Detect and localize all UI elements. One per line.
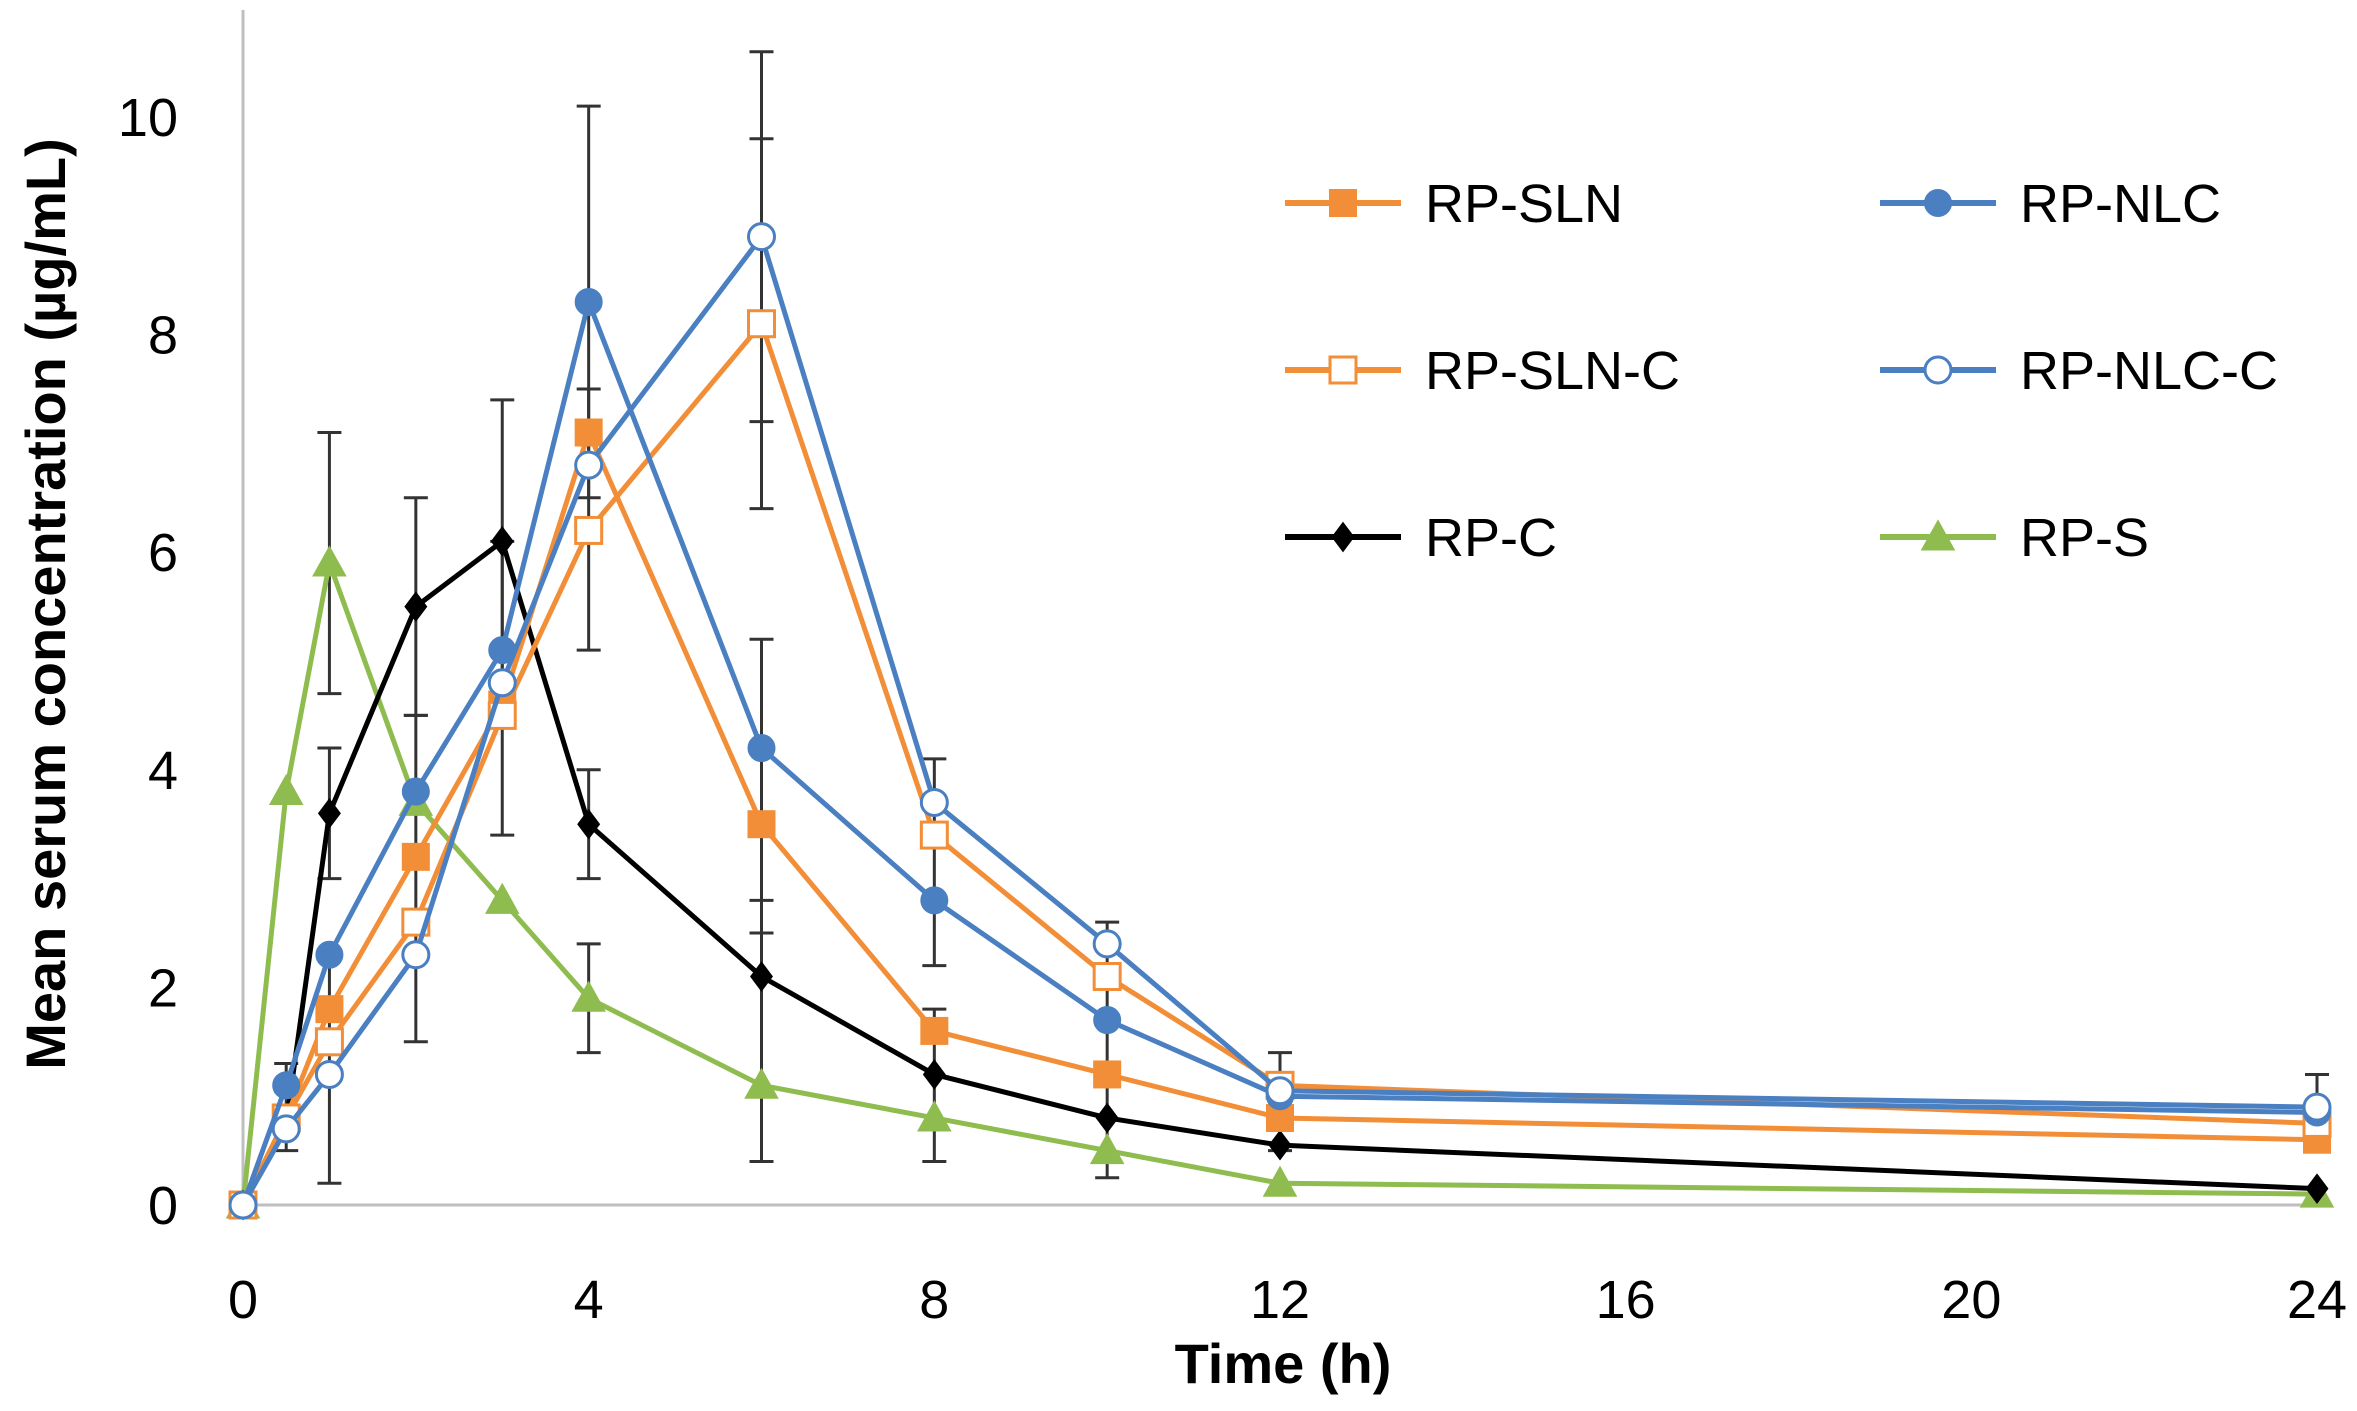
x-tick-label: 4 <box>574 1270 604 1330</box>
data-point-rp-sln <box>747 810 776 839</box>
legend-marker-rp-nlc-c <box>1923 355 1953 385</box>
data-point-rp-sln-c <box>314 1027 344 1057</box>
legend-item-rp-sln: RP-SLN <box>1285 174 1623 234</box>
data-point-rp-sln-c <box>747 309 776 339</box>
data-point-rp-s <box>744 1067 779 1099</box>
data-point-rp-nlc-c <box>574 450 604 480</box>
y-tick-label: 8 <box>148 306 178 366</box>
y-tick-label: 2 <box>148 958 178 1018</box>
data-point-rp-c <box>1268 1129 1292 1161</box>
data-point-rp-nlc-c <box>1265 1076 1295 1106</box>
data-point-rp-sln-c <box>1092 962 1122 992</box>
data-point-rp-nlc-c <box>314 1059 344 1089</box>
legend-marker-rp-nlc <box>1924 189 1952 217</box>
x-tick-label: 12 <box>1250 1270 1310 1330</box>
x-tick-label: 20 <box>1941 1270 2001 1330</box>
data-point-rp-s <box>1089 1132 1125 1165</box>
data-point-rp-nlc-c <box>747 222 776 252</box>
legend-label-rp-s: RP-S <box>2020 508 2149 568</box>
legend-marker-rp-sln <box>1329 189 1357 217</box>
data-point-rp-nlc <box>272 1071 301 1100</box>
data-point-rp-s <box>484 882 520 914</box>
data-point-rp-sln <box>1093 1060 1122 1089</box>
legend-item-rp-nlc-c: RP-NLC-C <box>1880 341 2278 401</box>
data-point-rp-s <box>571 980 606 1012</box>
data-point-rp-nlc <box>920 886 949 915</box>
y-tick-label: 4 <box>148 741 178 801</box>
y-axis-title: Mean serum concentration (µg/mL) <box>14 138 77 1070</box>
data-point-rp-nlc <box>574 287 603 316</box>
data-point-rp-nlc-c <box>487 668 517 698</box>
data-point-rp-nlc-c <box>919 787 949 817</box>
x-tick-label: 0 <box>228 1270 258 1330</box>
legend-label-rp-nlc-c: RP-NLC-C <box>2020 341 2278 401</box>
legend-item-rp-nlc: RP-NLC <box>1880 174 2221 234</box>
data-point-rp-c <box>404 591 428 622</box>
legend-marker-rp-c <box>1331 521 1355 553</box>
y-tick-label: 6 <box>148 523 178 583</box>
data-point-rp-sln-c <box>919 820 949 850</box>
data-point-rp-s <box>1262 1165 1298 1197</box>
y-tick-label: 10 <box>118 88 178 148</box>
legend-item-rp-c: RP-C <box>1285 508 1557 568</box>
series-rp-c <box>231 526 2329 1221</box>
data-point-rp-sln <box>401 842 430 871</box>
data-point-rp-c <box>577 808 601 840</box>
data-point-rp-c <box>922 1059 946 1090</box>
data-point-rp-nlc-c <box>1092 929 1122 959</box>
x-tick-label: 8 <box>919 1270 949 1330</box>
data-point-rp-s <box>268 773 304 806</box>
data-point-rp-sln-c <box>574 515 604 545</box>
y-tick-label: 0 <box>148 1176 178 1236</box>
data-point-rp-c <box>490 526 514 557</box>
x-tick-label: 24 <box>2287 1270 2347 1330</box>
legend-marker-rp-sln-c <box>1328 355 1358 385</box>
legend-marker-rp-s <box>1920 519 1956 551</box>
data-point-rp-c <box>317 798 341 829</box>
data-point-rp-nlc <box>747 734 776 763</box>
legend: RP-SLN RP-NLC RP-SLN-C RP-NLC-C RP-C RP-S <box>1285 174 2278 568</box>
data-point-rp-sln <box>920 1016 949 1045</box>
x-tick-label: 16 <box>1596 1270 1656 1330</box>
legend-label-rp-c: RP-C <box>1425 508 1557 568</box>
data-point-rp-nlc <box>1093 1006 1122 1035</box>
data-point-rp-nlc <box>315 940 344 969</box>
x-axis-title: Time (h) <box>1175 1332 1392 1395</box>
data-point-rp-c <box>1095 1102 1119 1134</box>
data-point-rp-c <box>2305 1173 2329 1204</box>
legend-label-rp-nlc: RP-NLC <box>2020 174 2221 234</box>
data-point-rp-sln <box>315 995 344 1024</box>
data-point-rp-c <box>750 961 773 992</box>
legend-item-rp-s: RP-S <box>1880 508 2149 568</box>
data-point-rp-sln <box>574 418 603 447</box>
legend-item-rp-sln-c: RP-SLN-C <box>1285 341 1680 401</box>
legend-label-rp-sln-c: RP-SLN-C <box>1425 341 1680 401</box>
data-point-rp-nlc-c <box>271 1114 301 1144</box>
data-point-rp-nlc-c <box>2302 1092 2332 1122</box>
series-rp-nlc-c <box>228 222 2332 1220</box>
data-point-rp-s <box>917 1100 952 1132</box>
data-point-rp-s <box>312 545 347 577</box>
data-point-rp-nlc-c <box>228 1190 258 1220</box>
data-point-rp-nlc <box>401 777 430 806</box>
data-point-rp-nlc-c <box>401 940 431 970</box>
series-rp-s <box>225 545 2335 1219</box>
legend-label-rp-sln: RP-SLN <box>1425 174 1623 234</box>
